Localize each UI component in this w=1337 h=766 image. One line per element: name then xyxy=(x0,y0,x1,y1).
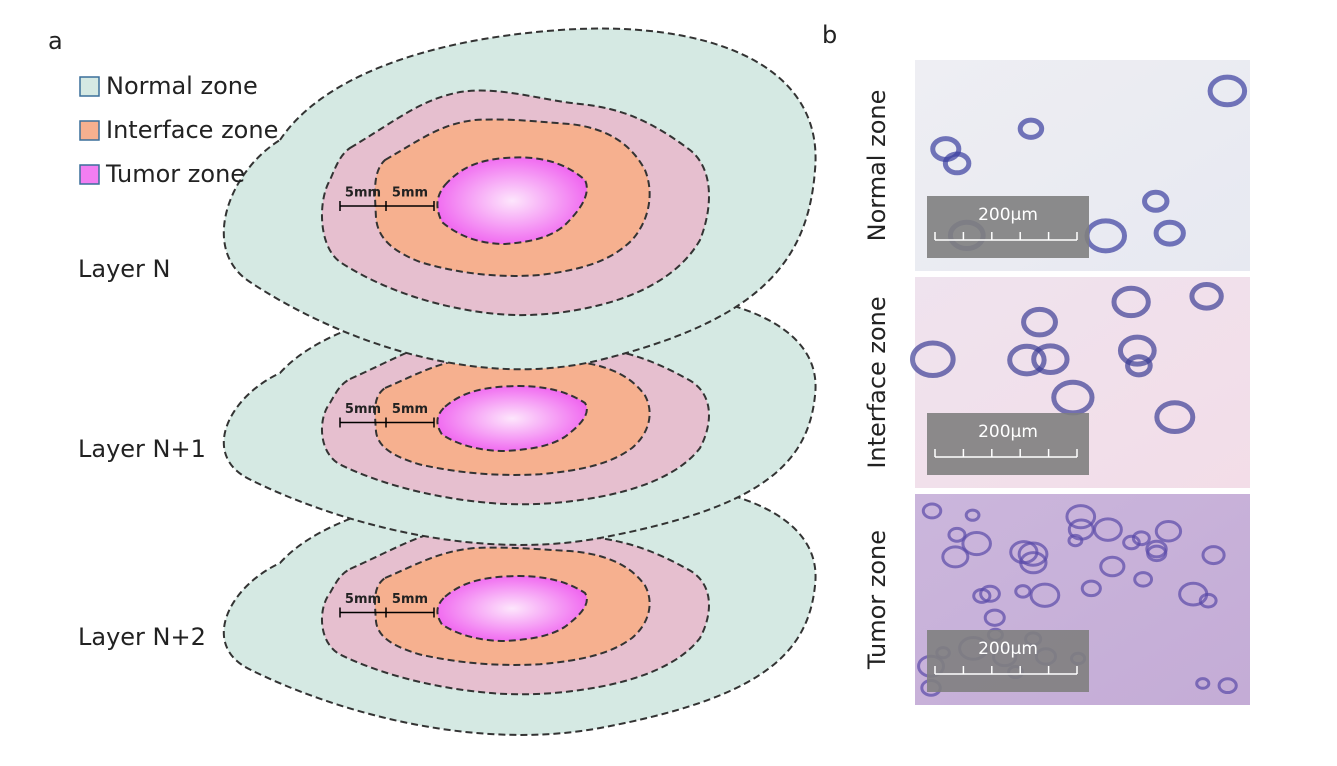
scale-box xyxy=(927,196,1089,258)
cell xyxy=(1207,74,1248,108)
image-label: Tumor zone xyxy=(863,530,891,670)
cell xyxy=(1189,282,1224,311)
cell xyxy=(964,508,981,522)
cell xyxy=(1178,581,1209,607)
cell xyxy=(1154,400,1196,434)
cell xyxy=(1017,117,1045,140)
legend-label: Normal zone xyxy=(106,72,258,100)
cell xyxy=(1153,219,1186,247)
layer xyxy=(224,479,816,735)
cell xyxy=(1145,539,1168,559)
cell xyxy=(1201,545,1226,566)
scale-label: 200μm xyxy=(978,639,1038,659)
cell xyxy=(1117,334,1157,367)
cell xyxy=(1067,518,1095,541)
scale-box xyxy=(927,413,1089,475)
cell xyxy=(942,151,972,176)
margin-label: 5mm xyxy=(392,592,428,607)
cell xyxy=(1051,379,1095,416)
cell xyxy=(1031,343,1070,376)
scale-label: 200μm xyxy=(978,205,1038,225)
tumor-zone xyxy=(437,157,586,244)
legend-label: Tumor zone xyxy=(105,160,245,188)
cell xyxy=(961,531,992,557)
overlay: 5mm 5mm Layer N+2 5mm 5mm Layer N+1 5mm 5mm Laye… xyxy=(48,21,1250,705)
layers xyxy=(224,29,816,735)
layer-label: Layer N+2 xyxy=(78,623,206,651)
cell xyxy=(947,526,967,543)
scale-box xyxy=(927,630,1089,692)
cell xyxy=(1217,677,1238,695)
cell xyxy=(979,584,1001,603)
tumor-zone xyxy=(437,386,586,451)
cell xyxy=(1017,541,1049,567)
margin-label: 5mm xyxy=(345,592,381,607)
cell xyxy=(1029,582,1061,608)
cell xyxy=(1142,189,1170,213)
cell xyxy=(1099,555,1126,578)
cell xyxy=(921,502,943,520)
legend-swatch xyxy=(79,120,100,141)
scale-label: 200μm xyxy=(978,422,1038,442)
layer-label: Layer N xyxy=(78,255,171,283)
panel-label: b xyxy=(822,21,837,49)
panel-label: a xyxy=(48,27,63,55)
margin-label: 5mm xyxy=(345,402,381,417)
cell xyxy=(1154,520,1183,543)
cell xyxy=(1014,584,1032,599)
cell xyxy=(1111,285,1151,319)
layer xyxy=(224,29,816,370)
cell xyxy=(1146,544,1168,563)
cell xyxy=(1019,551,1048,575)
layer-label: Layer N+1 xyxy=(78,435,206,463)
cell xyxy=(972,587,992,604)
cell xyxy=(1125,354,1153,378)
cell xyxy=(1131,530,1151,547)
margin-label: 5mm xyxy=(392,186,428,201)
cell xyxy=(1021,306,1058,338)
layer xyxy=(224,289,816,545)
margin-label: 5mm xyxy=(345,186,381,201)
tumor-zone xyxy=(437,576,586,641)
cell xyxy=(1133,571,1154,588)
legend-swatch xyxy=(79,76,100,97)
image-label: Normal zone xyxy=(863,90,891,242)
cell xyxy=(1195,677,1211,690)
legend-label: Interface zone xyxy=(106,116,278,144)
cell xyxy=(1080,579,1102,598)
cell xyxy=(910,340,956,379)
cell xyxy=(941,545,970,569)
legend-swatch xyxy=(79,164,100,185)
margin-label: 5mm xyxy=(392,402,428,417)
cell xyxy=(983,608,1006,627)
cell xyxy=(1065,504,1097,530)
image-label: Interface zone xyxy=(863,296,891,468)
cell xyxy=(1007,343,1047,377)
cell xyxy=(1122,534,1141,551)
